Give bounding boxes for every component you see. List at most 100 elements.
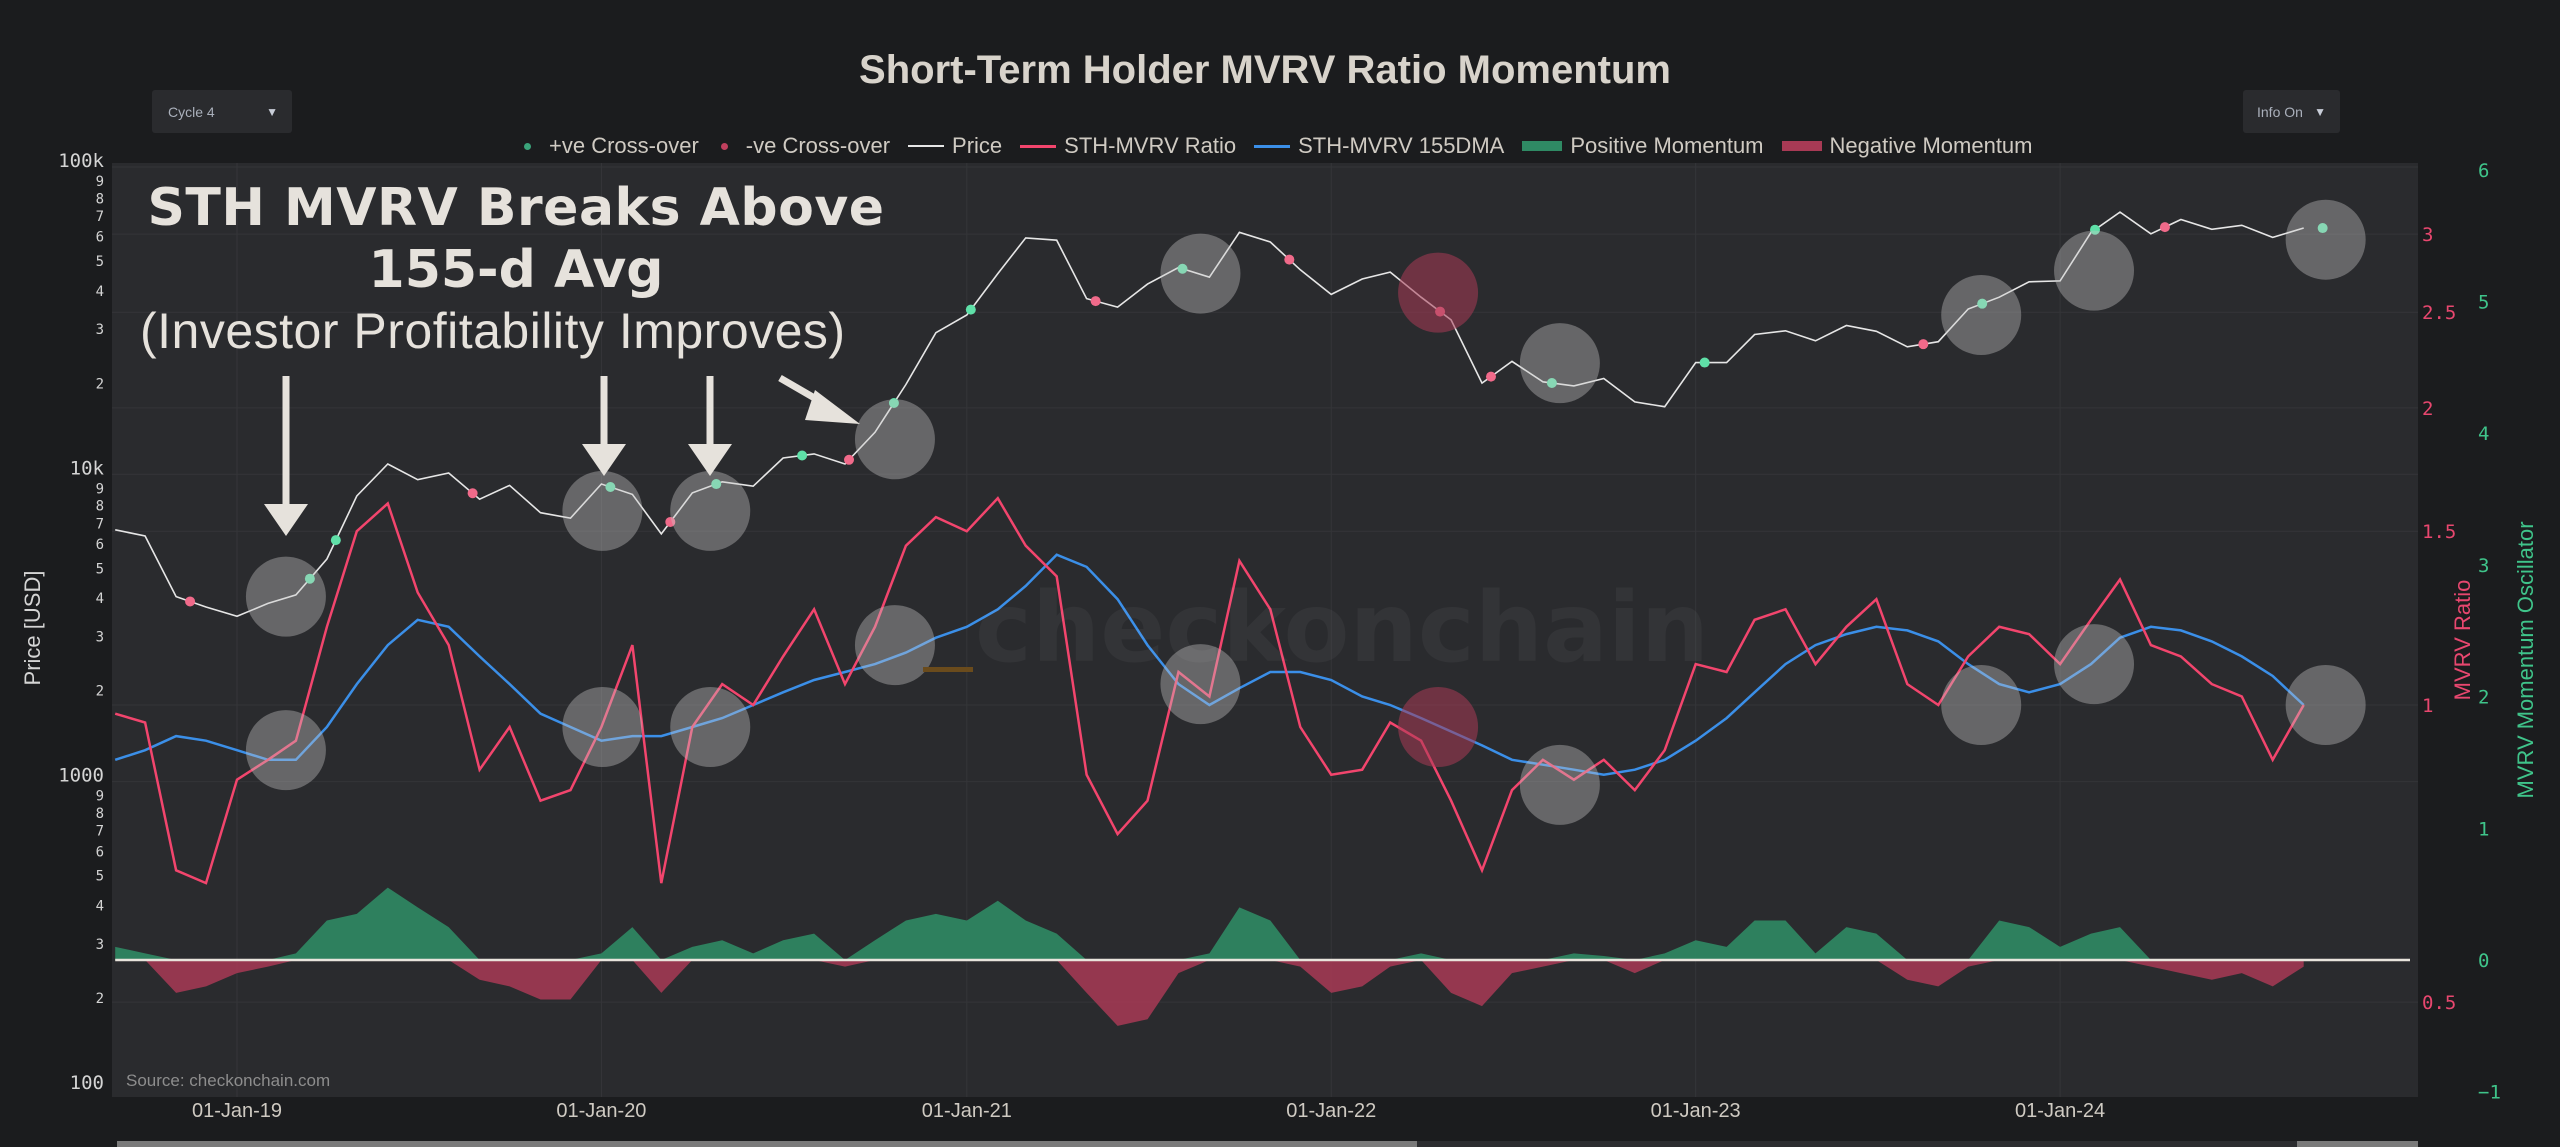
mvrv-highlight-circle (1160, 644, 1241, 725)
osc-tick-label: −1 (2478, 1082, 2501, 1104)
positive-momentum-area (115, 887, 2304, 960)
price-tick-label: 8 (96, 806, 104, 822)
mvrv-highlight-circle (2285, 665, 2366, 745)
range-slider[interactable] (117, 1141, 2418, 1147)
positive-crossover-marker (1699, 357, 1710, 368)
x-tick-label: 01-Jan-21 (922, 1100, 1012, 1122)
osc-tick-label: 3 (2478, 555, 2489, 577)
x-tick-label: 01-Jan-20 (556, 1100, 646, 1122)
green-dot-icon (524, 142, 531, 150)
price-tick-label: 6 (96, 230, 104, 246)
arrow-head-icon (582, 444, 626, 476)
chart-title: Short-Term Holder MVRV Ratio Momentum (859, 48, 1671, 92)
legend-item-price[interactable]: Price (908, 133, 1002, 159)
price-tick-label: 5 (96, 254, 104, 270)
legend-item-negative-crossover[interactable]: -ve Cross-over (717, 133, 890, 159)
series-lines (114, 211, 2305, 885)
osc-tick-label: 2 (2478, 687, 2489, 709)
osc-tick-label: 0 (2478, 950, 2489, 972)
legend-item-positive-crossover[interactable]: +ve Cross-over (520, 133, 699, 159)
price-tick-label: 1000 (58, 765, 104, 787)
negative-crossover-marker (844, 454, 855, 465)
price-highlight-circle (245, 556, 326, 637)
cycle-dropdown[interactable]: Cycle 4 ▼ (152, 90, 292, 133)
chevron-down-icon: ▼ (2314, 104, 2326, 119)
price-tick-label: 2 (96, 376, 104, 392)
cycle-dropdown-value: Cycle 4 (168, 103, 215, 120)
price-highlight-circle (1398, 252, 1479, 333)
legend-item-sth-mvrv[interactable]: STH-MVRV Ratio (1020, 133, 1236, 159)
negative-crossover-marker (1090, 296, 1101, 307)
crossover-markers (185, 222, 2328, 607)
price-tick-label: 100k (58, 150, 104, 172)
price-highlight-circle (2054, 230, 2135, 311)
price-tick-label: 10k (70, 457, 105, 479)
legend-label: Negative Momentum (1829, 133, 2033, 158)
price-tick-label: 7 (96, 516, 104, 532)
axes: 01-Jan-19 01-Jan-20 01-Jan-21 01-Jan-22 01-J… (20, 150, 2538, 1122)
price-tick-label: 3 (96, 629, 104, 645)
chevron-down-icon: ▼ (266, 104, 278, 119)
osc-tick-label: 5 (2478, 292, 2489, 314)
price-tick-label: 6 (96, 537, 104, 553)
negative-crossover-marker (2159, 222, 2170, 233)
price-highlight-circle (1160, 233, 1241, 314)
info-dropdown[interactable]: Info On ▼ (2243, 90, 2340, 133)
osc-tick-label: 1 (2478, 818, 2489, 840)
mvrv-axis-title: MVRV Ratio (2450, 580, 2475, 701)
price-highlight-circle (1519, 323, 1600, 404)
legend-item-negative-momentum[interactable]: Negative Momentum (1781, 133, 2033, 159)
price-tick-label: 8 (96, 191, 104, 207)
osc-tick-label: 4 (2478, 423, 2489, 445)
legend-label: Positive Momentum (1570, 133, 1764, 158)
legend: +ve Cross-over -ve Cross-over Price STH-… (520, 133, 2051, 159)
price-axis-title: Price [USD] (20, 571, 45, 686)
price-tick-label: 2 (96, 991, 104, 1007)
source-label: Source: checkonchain.com (126, 1071, 331, 1090)
sth-mvrv-ratio-line (114, 496, 2305, 885)
legend-label: +ve Cross-over (549, 133, 699, 158)
box-swatch-icon (1781, 141, 1822, 151)
line-swatch-icon (1254, 144, 1291, 148)
negative-crossover-marker (185, 596, 196, 607)
positive-crossover-marker (965, 304, 976, 315)
x-tick-label: 01-Jan-19 (192, 1100, 282, 1122)
price-tick-label: 9 (96, 789, 104, 805)
positive-crossover-marker (797, 450, 808, 461)
price-tick-label: 5 (96, 869, 104, 885)
price-tick-label: 9 (96, 481, 104, 497)
legend-label: STH-MVRV Ratio (1064, 133, 1237, 158)
price-tick-label: 7 (96, 824, 104, 840)
arrow-head-icon (688, 444, 732, 476)
price-highlight-circle (1941, 274, 2022, 355)
mvrv-tick-label: 1.5 (2422, 521, 2456, 543)
price-highlight-circle (854, 399, 935, 480)
price-tick-label: 9 (96, 174, 104, 190)
mvrv-highlight-circle (670, 686, 751, 767)
mvrv-tick-label: 0.5 (2422, 992, 2456, 1014)
watermark-logo-bar (923, 667, 973, 672)
osc-tick-label: 6 (2478, 160, 2489, 182)
pink-dot-icon (720, 142, 728, 150)
arrow-head-icon (805, 390, 860, 424)
momentum-oscillator (115, 887, 2410, 1026)
legend-label: -ve Cross-over (745, 133, 891, 158)
range-slider-window[interactable] (1417, 1141, 2297, 1147)
legend-item-155dma[interactable]: STH-MVRV 155DMA (1254, 133, 1504, 159)
price-tick-label: 3 (96, 322, 104, 338)
annotation-subtitle: (Investor Profitability Improves) (140, 303, 846, 359)
price-tick-label: 3 (96, 937, 104, 953)
box-swatch-icon (1522, 141, 1563, 151)
highlight-circles (245, 199, 2366, 825)
mvrv-tick-label: 1 (2422, 695, 2433, 717)
mvrv-tick-label: 2 (2422, 398, 2433, 420)
watermark: checkonchain (975, 572, 1709, 684)
legend-item-positive-momentum[interactable]: Positive Momentum (1522, 133, 1764, 159)
price-tick-label: 4 (96, 284, 104, 300)
positive-crossover-marker (1177, 263, 1188, 274)
info-dropdown-value: Info On (2257, 103, 2303, 120)
price-highlight-circle (562, 470, 643, 551)
gridlines (112, 163, 2418, 1097)
mvrv-tick-label: 2.5 (2422, 302, 2456, 324)
positive-crossover-marker (1546, 377, 1557, 388)
